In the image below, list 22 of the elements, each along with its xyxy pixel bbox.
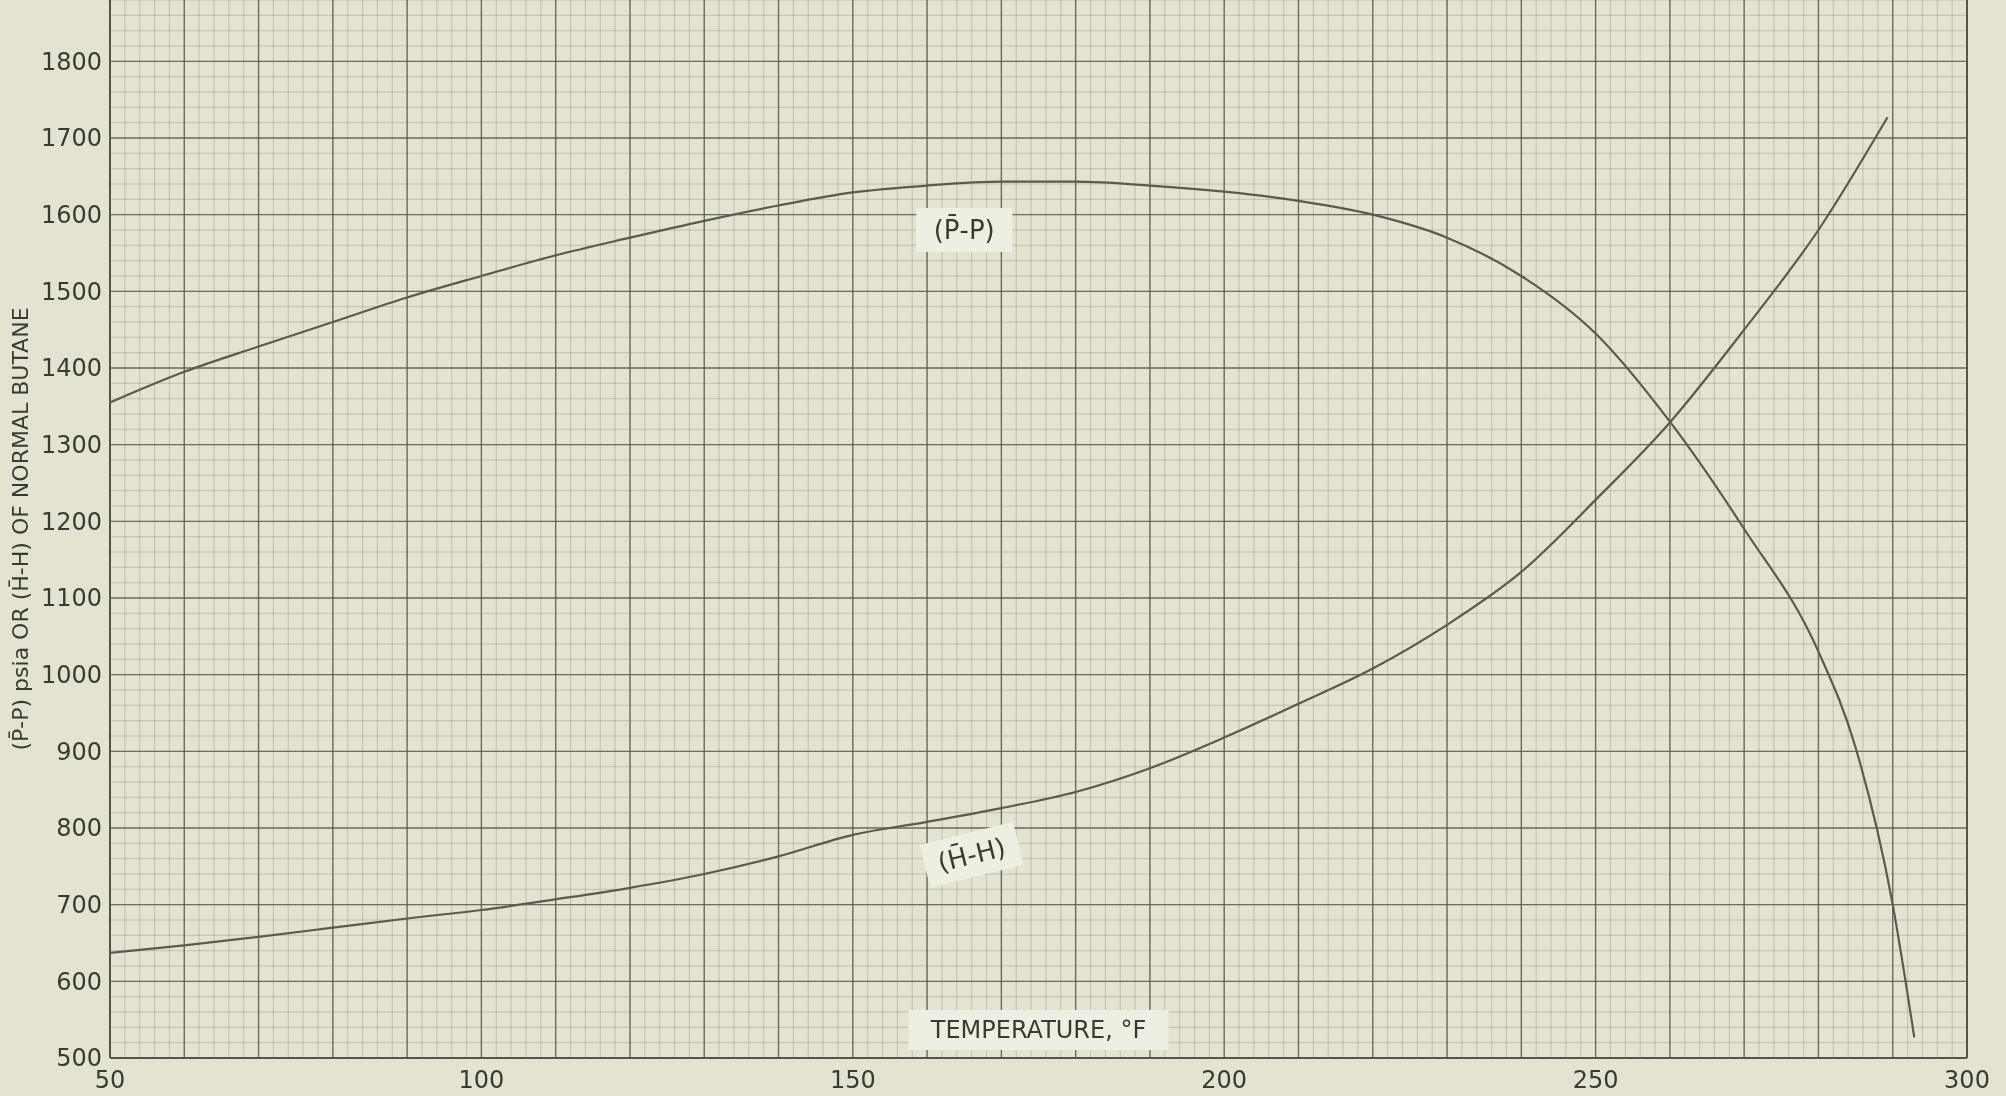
x-tick-label: 300 (1944, 1066, 1990, 1094)
y-tick-label: 1200 (40, 507, 102, 536)
y-axis-title: (P̄-P) psia OR (H̄-H) OF NORMAL BUTANE (7, 307, 33, 751)
y-tick-label: 1300 (40, 431, 102, 460)
x-tick-label: 200 (1201, 1066, 1248, 1094)
x-tick-label: 100 (458, 1066, 505, 1094)
y-tick-label: 1400 (40, 354, 102, 383)
y-tick-label: 600 (56, 967, 102, 996)
series-label: (P̄-P) (933, 214, 995, 246)
x-tick-label: 150 (829, 1066, 876, 1094)
x-axis-title: TEMPERATURE, °F (929, 1016, 1147, 1045)
y-tick-label: 1600 (40, 201, 102, 230)
y-tick-label: 700 (56, 891, 102, 920)
y-tick-label: 1500 (40, 277, 102, 306)
y-tick-label: 900 (56, 737, 102, 766)
y-tick-label: 1100 (40, 584, 102, 613)
x-tick-label: 250 (1572, 1066, 1619, 1094)
y-tick-label: 1700 (40, 124, 102, 153)
y-tick-label: 1000 (40, 661, 102, 690)
y-tick-label: 1800 (40, 47, 102, 76)
text: (H̄-H) (934, 831, 1009, 878)
y-tick-label: 800 (56, 814, 102, 843)
